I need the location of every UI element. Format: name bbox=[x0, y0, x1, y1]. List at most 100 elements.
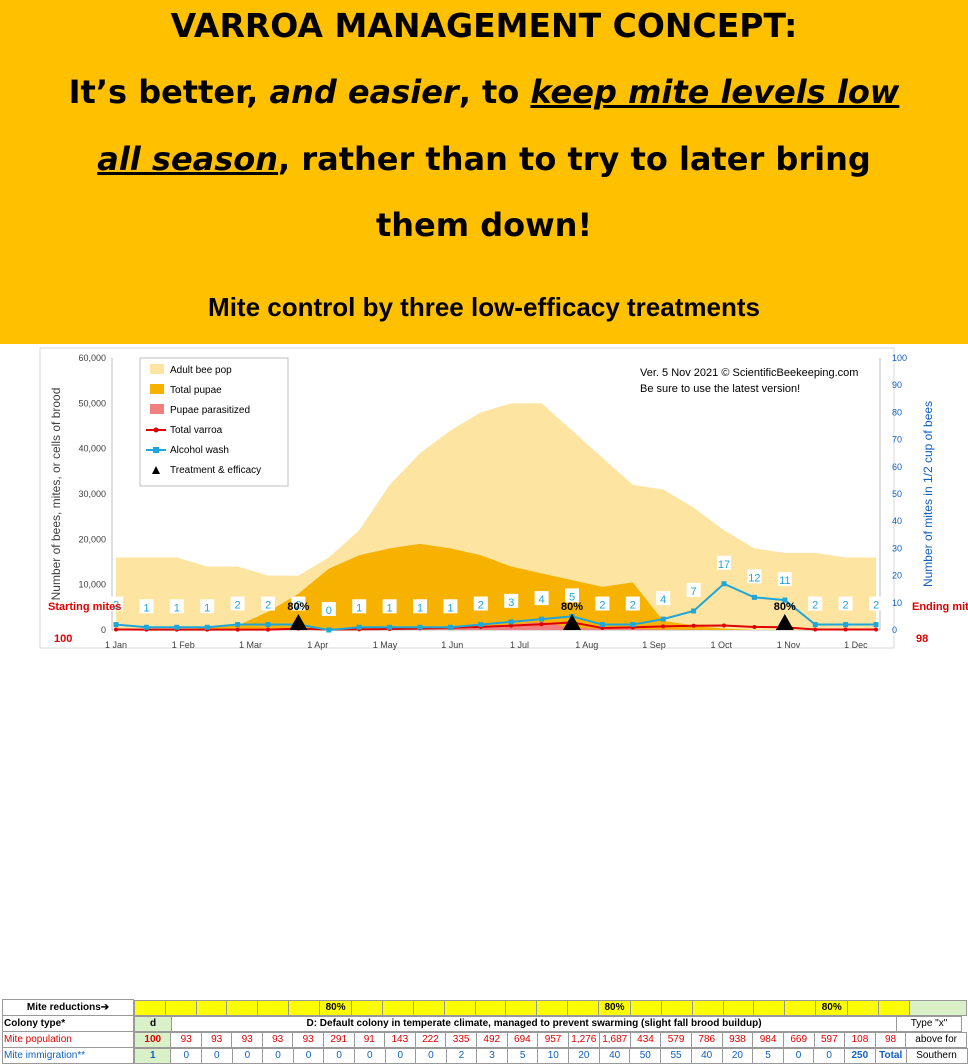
data-label-alcohol-wash: 1 bbox=[174, 602, 180, 614]
grid-cell: 108 bbox=[844, 1031, 876, 1048]
grid-cell: 938 bbox=[721, 1031, 754, 1048]
point-total-varroa bbox=[266, 627, 270, 632]
y-tick-left: 40,000 bbox=[78, 444, 106, 454]
x-tick: 1 Nov bbox=[777, 640, 801, 650]
reduction-cell[interactable] bbox=[164, 999, 197, 1016]
point-alcohol-wash bbox=[691, 608, 697, 614]
grid-cell: 597 bbox=[813, 1031, 846, 1048]
data-label-alcohol-wash: 4 bbox=[660, 594, 666, 606]
legend-swatch-pupae-parasitized bbox=[150, 404, 164, 414]
point-alcohol-wash bbox=[387, 624, 393, 630]
colony-type-value[interactable]: d bbox=[134, 1015, 172, 1032]
data-label-alcohol-wash: 2 bbox=[812, 600, 818, 612]
grid-cell: 669 bbox=[782, 1031, 815, 1048]
reduction-cell[interactable] bbox=[257, 999, 290, 1016]
starting-mites-value: 100 bbox=[54, 633, 72, 645]
data-label-bg bbox=[109, 596, 123, 611]
mite-population-start[interactable]: 100 bbox=[133, 1031, 172, 1048]
chart-frame bbox=[39, 347, 895, 649]
reduction-cell[interactable] bbox=[382, 999, 414, 1016]
grid-cell: 786 bbox=[690, 1031, 723, 1048]
point-alcohol-wash bbox=[539, 616, 545, 622]
x-tick: 1 Jun bbox=[441, 640, 463, 650]
data-grid: Mite reductions➔ 80% 80% 80% Colony type* … bbox=[2, 999, 968, 1064]
point-total-varroa bbox=[752, 624, 757, 629]
legend-box bbox=[139, 357, 289, 487]
point-alcohol-wash bbox=[143, 624, 149, 630]
reduction-cell[interactable] bbox=[536, 999, 569, 1016]
data-label-alcohol-wash: 1 bbox=[143, 602, 149, 614]
point-alcohol-wash bbox=[630, 622, 636, 628]
reduction-cell[interactable]: 80% bbox=[597, 999, 632, 1016]
treatment-efficacy-label: 80% bbox=[287, 601, 309, 613]
point-alcohol-wash bbox=[873, 622, 879, 628]
data-label-alcohol-wash: 1 bbox=[447, 602, 453, 614]
data-label-bg bbox=[777, 572, 792, 587]
y-tick-right: 40 bbox=[892, 516, 902, 526]
y-tick-left: 20,000 bbox=[78, 534, 106, 544]
x-tick: 1 Feb bbox=[172, 640, 195, 650]
reduction-cell[interactable] bbox=[443, 999, 476, 1016]
ending-mites-label: Ending mites bbox=[912, 601, 968, 613]
reduction-cell[interactable] bbox=[351, 999, 384, 1016]
x-tick: 1 Dec bbox=[844, 640, 868, 650]
grid-cell: 434 bbox=[629, 1031, 662, 1048]
reduction-cell[interactable] bbox=[847, 999, 880, 1016]
mite-chart: 010,00020,00030,00040,00050,00060,000010… bbox=[0, 344, 968, 655]
reduction-cell[interactable] bbox=[630, 999, 662, 1016]
point-total-varroa bbox=[539, 622, 544, 627]
reduction-cell[interactable]: 80% bbox=[318, 999, 353, 1016]
reduction-cell[interactable] bbox=[474, 999, 507, 1016]
reduction-cell[interactable] bbox=[288, 999, 320, 1016]
type-note: Southern bbox=[905, 1047, 968, 1064]
data-label-bg bbox=[534, 591, 549, 606]
reduction-cell[interactable] bbox=[412, 999, 445, 1016]
headline-line-4: them down! bbox=[375, 206, 593, 244]
point-total-varroa bbox=[509, 623, 514, 628]
colony-type-label[interactable]: Colony type* bbox=[2, 1015, 134, 1032]
grid-cell: 3 bbox=[476, 1047, 508, 1064]
data-label-bg bbox=[473, 596, 488, 611]
grid-cell: 222 bbox=[414, 1031, 447, 1048]
reduction-cell[interactable] bbox=[660, 999, 693, 1016]
y-tick-right: 20 bbox=[892, 571, 902, 581]
y-tick-left: 60,000 bbox=[78, 353, 106, 363]
data-label-alcohol-wash: 1 bbox=[417, 602, 423, 614]
reduction-cell[interactable] bbox=[878, 999, 911, 1016]
line-total-varroa bbox=[115, 621, 876, 631]
data-label-bg bbox=[565, 588, 579, 603]
mite-immigration-start[interactable]: 1 bbox=[133, 1047, 172, 1064]
y-tick-right: 60 bbox=[892, 462, 902, 472]
reduction-cell[interactable]: 80% bbox=[815, 999, 849, 1016]
area-total-pupae bbox=[116, 543, 876, 630]
point-alcohol-wash bbox=[812, 622, 818, 628]
x-tick: 1 May bbox=[373, 640, 398, 650]
data-label-bg bbox=[261, 596, 275, 611]
point-total-varroa bbox=[722, 623, 726, 628]
reduction-cell[interactable] bbox=[226, 999, 259, 1016]
point-total-varroa bbox=[874, 627, 878, 632]
grid-cell: 0 bbox=[170, 1047, 203, 1064]
y-tick-right: 100 bbox=[892, 353, 907, 363]
reduction-cell[interactable] bbox=[784, 999, 817, 1016]
grid-cell: 0 bbox=[813, 1047, 845, 1064]
ending-mites-value: 98 bbox=[916, 633, 928, 645]
data-label-bg bbox=[838, 596, 853, 611]
grid-cell: 0 bbox=[231, 1047, 264, 1064]
reduction-cell[interactable] bbox=[195, 999, 228, 1016]
data-label-bg bbox=[595, 596, 610, 611]
legend-label: Total varroa bbox=[170, 425, 223, 436]
reduction-cell[interactable] bbox=[505, 999, 538, 1016]
reduction-cell[interactable] bbox=[753, 999, 786, 1016]
grid-cell: 50 bbox=[629, 1047, 662, 1064]
version-note: Ver. 5 Nov 2021 © ScientificBeekeeping.c… bbox=[640, 367, 858, 379]
reduction-cell[interactable] bbox=[691, 999, 724, 1016]
reduction-cell[interactable] bbox=[722, 999, 755, 1016]
reduction-cell[interactable] bbox=[567, 999, 599, 1016]
reduction-cell[interactable] bbox=[134, 999, 166, 1016]
point-alcohol-wash bbox=[721, 581, 727, 587]
grid-cell: 93 bbox=[200, 1031, 233, 1048]
point-total-varroa bbox=[661, 624, 666, 629]
data-label-alcohol-wash: 2 bbox=[599, 600, 605, 612]
